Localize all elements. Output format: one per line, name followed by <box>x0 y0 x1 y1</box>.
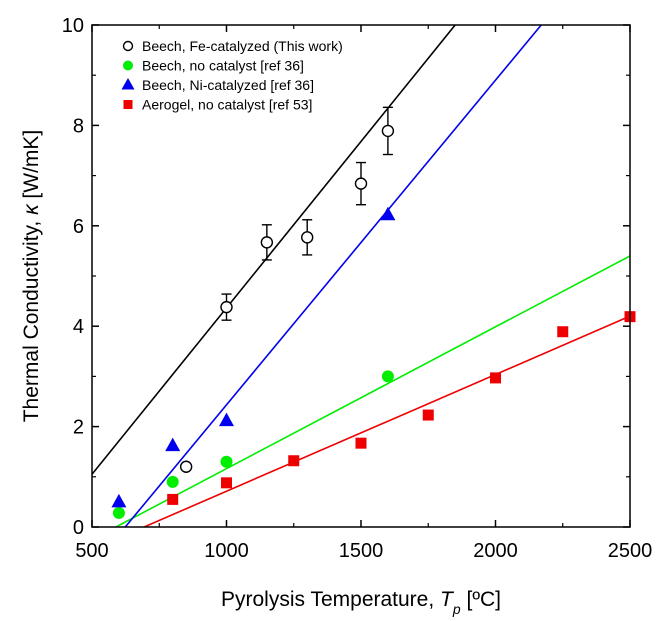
data-point <box>221 477 232 489</box>
data-point <box>381 370 394 383</box>
x-tick-label: 500 <box>75 540 108 562</box>
legend-marker <box>122 40 134 52</box>
data-point <box>354 177 368 190</box>
x-tick-label: 2500 <box>608 540 653 562</box>
data-point <box>422 409 434 421</box>
y-tick-label: 4 <box>73 316 84 338</box>
data-point <box>557 326 569 338</box>
data-point <box>220 300 233 314</box>
y-tick-label: 0 <box>73 517 84 539</box>
data-point <box>380 206 396 221</box>
fit-line <box>142 315 630 527</box>
fit-line <box>114 255 630 527</box>
tick-labels: 500 1000 1500 2000 2500 0 2 4 6 8 10 <box>62 15 653 562</box>
data-point <box>166 475 179 488</box>
data-point <box>490 372 501 384</box>
y-tick-label: 8 <box>73 115 84 137</box>
data-point <box>219 412 234 427</box>
data-point <box>112 506 125 519</box>
x-tick-label: 1500 <box>339 540 384 562</box>
legend-label: Beech, Ni-catalyzed [ref 36] <box>142 77 314 93</box>
data-point <box>288 455 300 467</box>
legend-label: Beech, no catalyst [ref 36] <box>142 58 304 74</box>
legend-marker <box>123 100 133 109</box>
data-point <box>220 455 233 468</box>
y-tick-label: 10 <box>62 15 84 37</box>
x-axis-label: Pyrolysis Temperature, Tp [ºC] <box>221 588 501 617</box>
y-tick-label: 2 <box>73 417 84 439</box>
data-point <box>165 437 181 452</box>
data-point <box>301 231 314 244</box>
x-tick-label: 2000 <box>473 540 518 562</box>
x-tick-label: 1000 <box>204 540 249 562</box>
legend: Beech, Fe-catalyzed (This work) Beech, no… <box>121 38 343 113</box>
legend-marker <box>121 78 135 90</box>
axis-ticks <box>91 24 631 528</box>
data-markers <box>111 124 636 519</box>
data-point <box>179 460 193 473</box>
legend-label: Aerogel, no catalyst [ref 53] <box>142 97 312 113</box>
legend-label: Beech, Fe-catalyzed (This work) <box>142 38 343 54</box>
y-tick-label: 6 <box>73 216 84 238</box>
y-axis-label: Thermal Conductivity, κ [W/mK] <box>20 130 43 423</box>
legend-marker <box>123 60 133 71</box>
fit-lines <box>92 25 630 527</box>
data-point <box>381 124 395 138</box>
fit-line <box>92 25 456 475</box>
error-bars <box>221 106 393 321</box>
data-point <box>355 437 367 449</box>
fit-line <box>124 25 542 527</box>
data-point <box>260 236 274 249</box>
data-point <box>167 493 179 505</box>
data-point <box>111 493 127 508</box>
